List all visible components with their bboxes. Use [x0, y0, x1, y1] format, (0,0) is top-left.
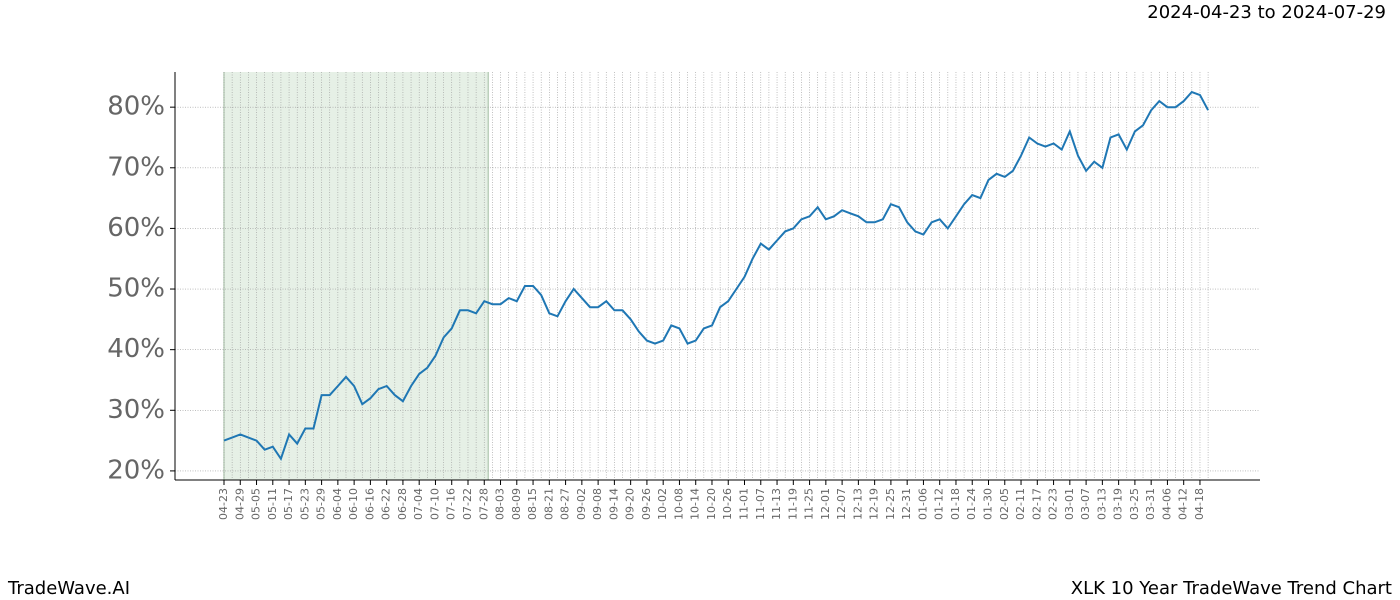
x-tick-label: 02-05: [998, 488, 1011, 520]
x-tick-label: 10-02: [656, 488, 669, 520]
x-tick-label: 04-29: [233, 488, 246, 520]
x-tick-label: 10-14: [689, 488, 702, 520]
highlight-region: [224, 72, 489, 480]
line-series: [223, 90, 1209, 462]
x-tick-label: 07-04: [412, 488, 425, 520]
x-tick-label: 03-31: [1144, 488, 1157, 520]
x-tick-label: 07-16: [445, 488, 458, 520]
x-tick-label: 09-20: [624, 488, 637, 520]
x-tick-label: 04-06: [1160, 488, 1173, 520]
x-tick-label: 11-25: [803, 488, 816, 520]
x-tick-label: 03-25: [1128, 488, 1141, 520]
x-tick-label: 11-07: [754, 488, 767, 520]
x-tick-label: 12-13: [851, 488, 864, 520]
x-tick-label: 06-28: [396, 488, 409, 520]
x-tick-label: 02-17: [1030, 488, 1043, 520]
x-tick-label: 11-01: [738, 488, 751, 520]
x-tick-label: 01-30: [982, 488, 995, 520]
x-tick-label: 03-19: [1112, 488, 1125, 520]
x-tick-label: 08-15: [526, 488, 539, 520]
x-tick-label: 05-23: [298, 488, 311, 520]
y-tick-label: 50%: [107, 274, 165, 304]
y-tick-label: 80%: [107, 92, 165, 122]
x-tick-label: 04-23: [217, 488, 230, 520]
x-tick-label: 06-22: [380, 488, 393, 520]
x-tick-label: 04-18: [1193, 488, 1206, 520]
x-tick-label: 07-22: [461, 488, 474, 520]
x-tick-label: 08-09: [510, 488, 523, 520]
x-tick-label: 08-21: [542, 488, 555, 520]
x-tick-label: 08-03: [494, 488, 507, 520]
x-tick-label: 05-05: [250, 488, 263, 520]
y-tick-label: 40%: [107, 334, 165, 364]
y-tick-label: 70%: [107, 152, 165, 182]
x-tick-label: 08-27: [559, 488, 572, 520]
x-tick-label: 09-26: [640, 488, 653, 520]
x-tick-label: 03-13: [1095, 488, 1108, 520]
x-tick-label: 12-25: [884, 488, 897, 520]
x-tick-label: 10-08: [672, 488, 685, 520]
x-tick-label: 01-24: [965, 488, 978, 520]
x-tick-label: 05-17: [282, 488, 295, 520]
x-tick-label: 07-10: [428, 488, 441, 520]
x-tick-label: 01-18: [949, 488, 962, 520]
x-tick-label: 01-12: [933, 488, 946, 520]
x-tick-label: 10-20: [705, 488, 718, 520]
y-tick-label: 20%: [107, 455, 165, 485]
x-tick-label: 11-13: [770, 488, 783, 520]
x-tick-label: 02-23: [1047, 488, 1060, 520]
x-tick-label: 06-04: [331, 488, 344, 520]
x-tick-label: 04-12: [1177, 488, 1190, 520]
y-tick-label: 30%: [107, 395, 165, 425]
x-tick-label: 12-01: [819, 488, 832, 520]
x-tick-label: 05-11: [266, 488, 279, 520]
x-tick-label: 03-01: [1063, 488, 1076, 520]
footer-left: TradeWave.AI: [7, 578, 130, 599]
x-tick-label: 06-10: [347, 488, 360, 520]
x-tick-label: 09-08: [591, 488, 604, 520]
x-tick-label: 05-29: [315, 488, 328, 520]
x-tick-label: 11-19: [786, 488, 799, 520]
x-tick-label: 01-06: [916, 488, 929, 520]
y-tick-label: 60%: [107, 213, 165, 243]
x-tick-label: 07-28: [477, 488, 490, 520]
x-tick-label: 09-02: [575, 488, 588, 520]
x-tick-label: 12-19: [868, 488, 881, 520]
x-tick-label: 12-31: [900, 488, 913, 520]
footer-right: XLK 10 Year TradeWave Trend Chart: [1071, 578, 1392, 599]
chart-subtitle: 2024-04-23 to 2024-07-29: [1147, 2, 1386, 23]
x-tick-label: 02-11: [1014, 488, 1027, 520]
x-tick-label: 06-16: [363, 488, 376, 520]
x-tick-label: 03-07: [1079, 488, 1092, 520]
x-tick-label: 12-07: [835, 488, 848, 520]
x-tick-label: 10-26: [721, 488, 734, 520]
x-tick-label: 09-14: [607, 488, 620, 520]
